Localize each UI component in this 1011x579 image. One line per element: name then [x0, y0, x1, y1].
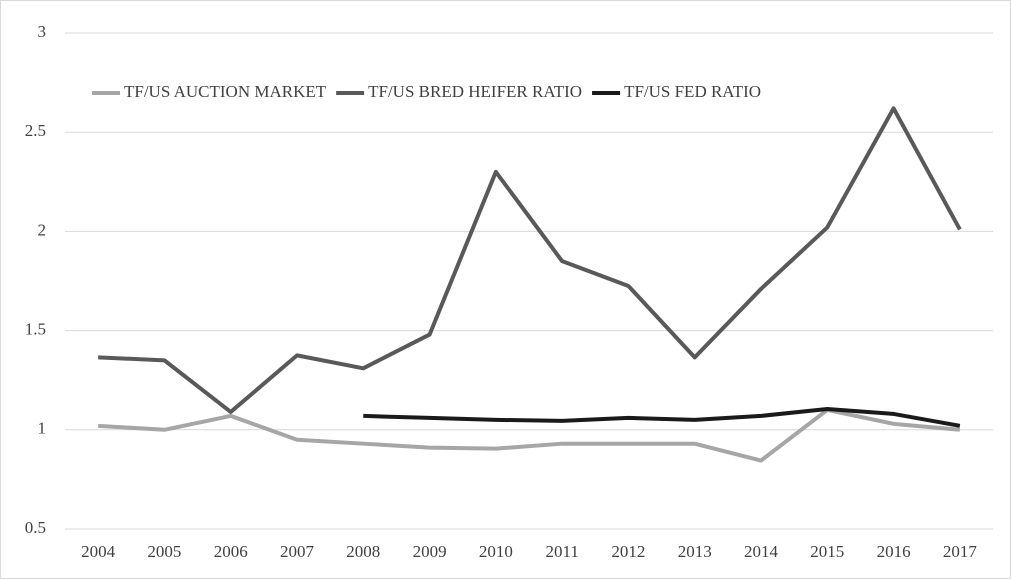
x-tick-label: 2008 [346, 542, 380, 561]
y-tick-label: 2 [38, 220, 47, 239]
y-tick-label: 3 [38, 22, 47, 41]
x-tick-label: 2009 [413, 542, 447, 561]
legend-label: TF/US FED RATIO [624, 82, 761, 101]
x-tick-label: 2005 [147, 542, 181, 561]
legend-label: TF/US BRED HEIFER RATIO [368, 82, 582, 101]
x-tick-label: 2011 [545, 542, 578, 561]
x-tick-label: 2004 [81, 542, 116, 561]
x-tick-label: 2013 [678, 542, 712, 561]
x-tick-label: 2015 [810, 542, 844, 561]
legend-label: TF/US AUCTION MARKET [124, 82, 327, 101]
x-tick-label: 2017 [943, 542, 978, 561]
series-line [98, 407, 961, 463]
y-tick-label: 2.5 [25, 121, 46, 140]
x-tick-label: 2006 [214, 542, 248, 561]
x-tick-label: 2014 [744, 542, 779, 561]
series-line [98, 106, 962, 414]
y-tick-label: 1.5 [25, 320, 46, 339]
x-tick-label: 2012 [611, 542, 645, 561]
x-tick-label: 2010 [479, 542, 513, 561]
series-line [363, 406, 961, 428]
x-tick-label: 2007 [280, 542, 315, 561]
y-tick-label: 1 [38, 419, 47, 438]
x-tick-label: 2016 [877, 542, 911, 561]
y-tick-label: 0.5 [25, 518, 46, 537]
